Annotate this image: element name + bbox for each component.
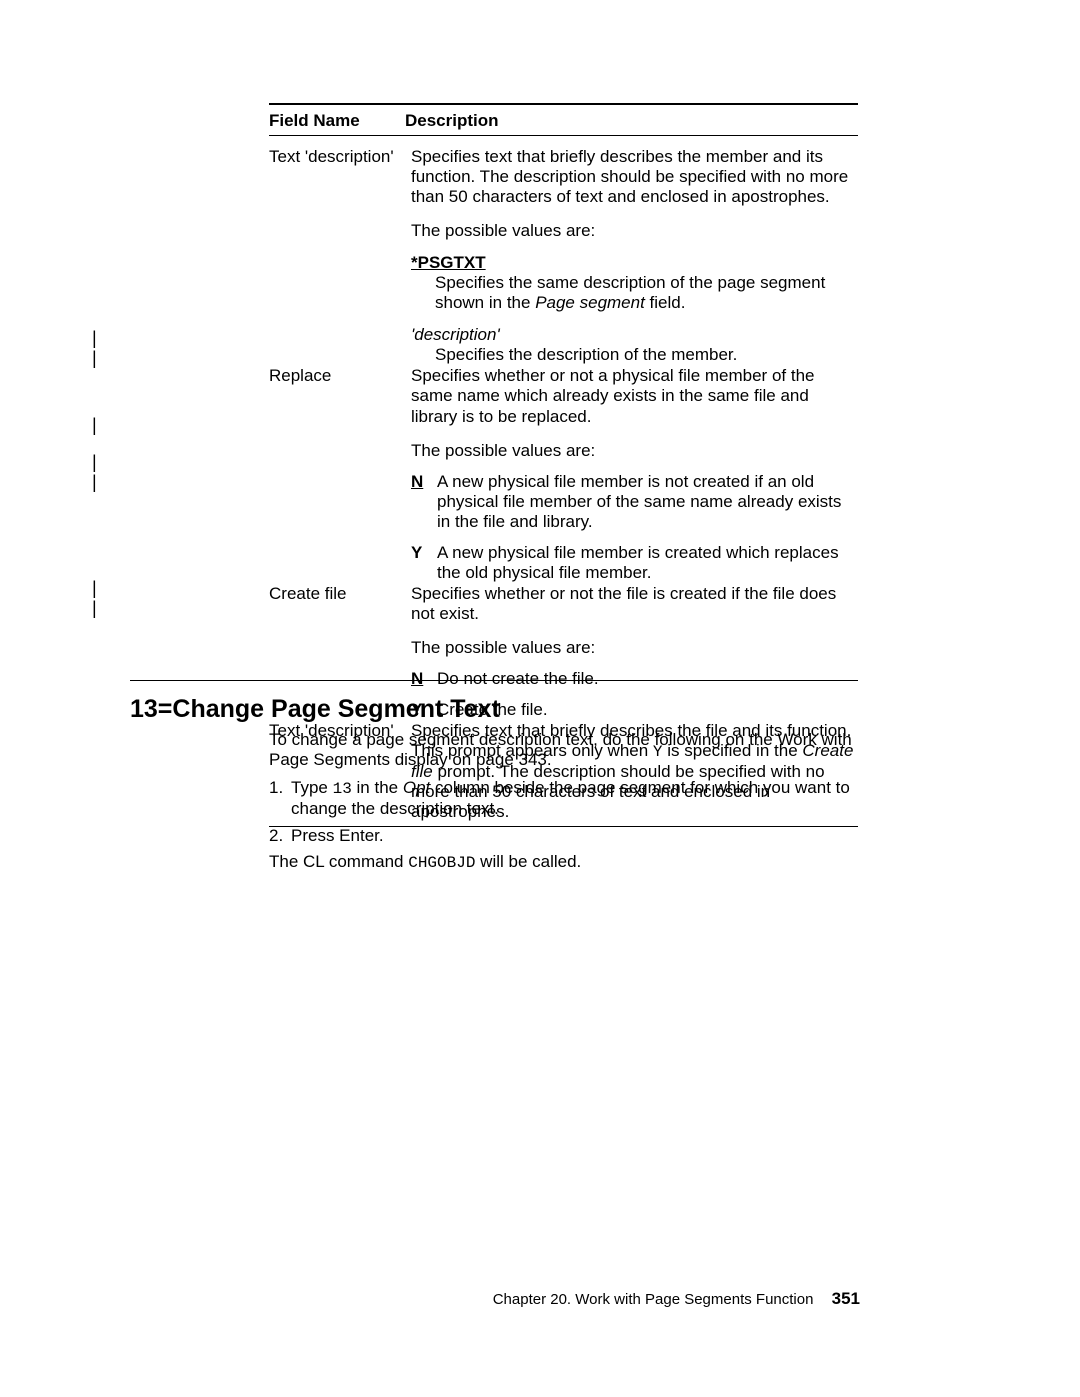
cell-field: Replace bbox=[269, 366, 411, 582]
change-bar: | bbox=[92, 328, 97, 348]
def-body: Specifies the same description of the pa… bbox=[435, 273, 858, 313]
th-desc: Description bbox=[405, 111, 858, 131]
table-rule-top bbox=[269, 103, 858, 105]
cell-field: Text 'description' bbox=[269, 147, 411, 365]
change-bar: | bbox=[92, 415, 97, 435]
desc-text: Specifies text that briefly describes th… bbox=[411, 147, 848, 206]
list-body: Press Enter. bbox=[291, 826, 384, 846]
section-rule bbox=[130, 680, 858, 681]
option-row: Y A new physical file member is created … bbox=[411, 543, 858, 583]
list-number: 1. bbox=[269, 778, 291, 820]
th-field: Field Name bbox=[269, 111, 405, 131]
desc-text: Specifies whether or not the file is cre… bbox=[411, 584, 836, 623]
section-closing: The CL command CHGOBJD will be called. bbox=[269, 852, 858, 873]
table-rule-mid bbox=[269, 135, 858, 136]
option-label: N bbox=[411, 472, 437, 532]
possible-values-intro: The possible values are: bbox=[411, 441, 858, 461]
list-item: 2. Press Enter. bbox=[269, 826, 858, 846]
list-body: Type 13 in the Opt column beside the pag… bbox=[291, 778, 858, 820]
change-bar: | bbox=[92, 472, 97, 492]
table-row: Replace Specifies whether or not a physi… bbox=[269, 365, 858, 582]
section-heading: 13=Change Page Segment Text bbox=[130, 695, 500, 724]
page: | | | | | | | Field Name Description Tex… bbox=[0, 0, 1080, 1397]
option-body: A new physical file member is not create… bbox=[437, 472, 858, 532]
table-row: Text 'description' Specifies text that b… bbox=[269, 142, 858, 365]
ordered-list: 1. Type 13 in the Opt column beside the … bbox=[269, 778, 858, 852]
option-body: Do not create the file. bbox=[437, 669, 858, 689]
desc-text: Specifies whether or not a physical file… bbox=[411, 366, 814, 425]
table-header-row: Field Name Description bbox=[269, 109, 858, 133]
option-label: N bbox=[411, 669, 437, 689]
change-bar: | bbox=[92, 348, 97, 368]
change-bar: | bbox=[92, 452, 97, 472]
change-bar: | bbox=[92, 578, 97, 598]
def-body: Specifies the description of the member. bbox=[435, 345, 858, 365]
def-list: 'description' Specifies the description … bbox=[411, 325, 858, 365]
def-list: *PSGTXT Specifies the same description o… bbox=[411, 253, 858, 313]
change-bar: | bbox=[92, 598, 97, 618]
def-term: *PSGTXT bbox=[411, 253, 858, 273]
list-number: 2. bbox=[269, 826, 291, 846]
footer-page-number: 351 bbox=[832, 1289, 860, 1308]
cell-desc: Specifies text that briefly describes th… bbox=[411, 147, 858, 365]
possible-values-intro: The possible values are: bbox=[411, 221, 858, 241]
cell-desc: Specifies whether or not a physical file… bbox=[411, 366, 858, 582]
list-item: 1. Type 13 in the Opt column beside the … bbox=[269, 778, 858, 820]
def-term: 'description' bbox=[411, 325, 858, 345]
option-body: A new physical file member is created wh… bbox=[437, 543, 858, 583]
page-footer: Chapter 20. Work with Page Segments Func… bbox=[0, 1289, 1080, 1309]
option-label: Y bbox=[411, 543, 437, 583]
option-row: N A new physical file member is not crea… bbox=[411, 472, 858, 532]
section-intro: To change a page segment description tex… bbox=[269, 730, 858, 771]
footer-chapter: Chapter 20. Work with Page Segments Func… bbox=[493, 1291, 814, 1308]
option-body: Create the file. bbox=[437, 700, 858, 720]
option-row: N Do not create the file. bbox=[411, 669, 858, 689]
possible-values-intro: The possible values are: bbox=[411, 638, 858, 658]
